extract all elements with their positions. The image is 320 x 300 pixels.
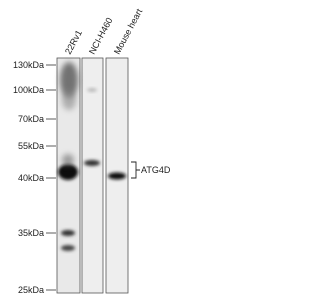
- lane-label: NCI-H460: [87, 16, 115, 56]
- lane-label: 22Rv1: [63, 28, 84, 56]
- marker-label: 70kDa: [18, 114, 44, 124]
- lane-1-bands: [58, 62, 78, 251]
- marker-label: 25kDa: [18, 285, 44, 295]
- target-label: ATG4D: [141, 165, 171, 175]
- bracket: [131, 161, 140, 179]
- marker-label: 40kDa: [18, 173, 44, 183]
- lane-3-bands: [108, 172, 126, 180]
- marker-label: 35kDa: [18, 228, 44, 238]
- marker-label: 55kDa: [18, 141, 44, 151]
- marker-ticks: [46, 64, 56, 291]
- marker-label: 130kDa: [13, 60, 44, 70]
- lane-label: Mouse heart: [112, 7, 145, 56]
- marker-label: 100kDa: [13, 85, 44, 95]
- western-blot: 22Rv1 NCI-H460 Mouse heart 130kDa 100kDa…: [13, 7, 171, 295]
- lane-2-bands: [84, 88, 100, 166]
- lane: [81, 57, 104, 294]
